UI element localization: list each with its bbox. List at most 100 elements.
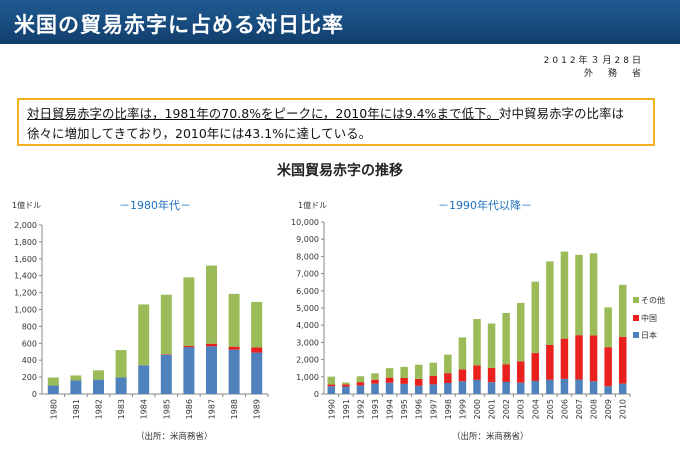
x-tick-label: 1980 [49, 399, 58, 419]
date-line: 2012年３月28日 [543, 56, 644, 66]
bar-segment-その他-1984 [138, 304, 150, 366]
x-tick-label: 2009 [604, 399, 613, 419]
bar-segment-中国-1989 [251, 347, 263, 353]
bar-segment-その他-1995 [400, 366, 408, 379]
bar-segment-日本-2000 [473, 379, 481, 394]
bar-segment-その他-1994 [385, 368, 394, 378]
legend-label: その他 [641, 295, 665, 305]
bar-segment-その他-1982 [93, 370, 104, 380]
bar-segment-中国-2001 [487, 367, 496, 383]
y-tick-label: 5,000 [296, 304, 319, 313]
x-tick-label: 1988 [230, 399, 239, 419]
bar-segment-日本-2009 [604, 386, 612, 394]
bar-segment-中国-1999 [458, 369, 467, 382]
x-tick-label: 2000 [473, 399, 482, 419]
bar-segment-その他-1996 [414, 364, 423, 379]
page-title: 米国の貿易赤字に占める対日比率 [14, 13, 344, 37]
bar-segment-その他-1997 [429, 362, 438, 376]
bar-segment-日本-1994 [385, 382, 394, 394]
bar-segment-中国-1995 [400, 378, 408, 384]
y-tick-label: 8,000 [296, 252, 319, 261]
bar-segment-その他-2001 [487, 323, 496, 368]
y-tick-label: 6,000 [296, 287, 319, 296]
bar-segment-日本-1986 [183, 347, 195, 394]
bar-segment-日本-1991 [342, 386, 350, 394]
x-tick-label: 2010 [619, 399, 628, 419]
bar-segment-中国-1993 [371, 379, 379, 384]
x-tick-label: 1984 [140, 399, 149, 419]
x-tick-label: 1987 [208, 399, 217, 419]
bar-segment-その他-1990 [327, 376, 336, 385]
bar-segment-日本-2007 [575, 379, 583, 394]
x-tick-label: 1992 [356, 399, 365, 419]
bar-segment-その他-1998 [444, 354, 452, 374]
bar-segment-その他-1983 [115, 350, 127, 378]
bar-segment-中国-1988 [228, 346, 240, 350]
x-tick-label: 1991 [342, 399, 351, 419]
date-block: 2012年３月28日 外 務 省 [544, 55, 644, 81]
bar-segment-中国-1991 [342, 384, 350, 387]
bar-segment-中国-1985 [160, 354, 172, 355]
x-tick-label: 1994 [386, 399, 395, 419]
bar-segment-中国-2002 [502, 364, 510, 382]
x-tick-label: 1999 [458, 399, 467, 419]
y-tick-label: 10,000 [291, 218, 319, 227]
bar-segment-中国-1987 [206, 343, 217, 347]
bar-segment-その他-1991 [342, 382, 350, 385]
x-tick-label: 1998 [444, 399, 453, 419]
unit-label: 1億ドル [12, 200, 41, 210]
section-title: 米国貿易赤字の推移 [277, 163, 403, 179]
x-tick-label: 2002 [502, 399, 511, 419]
bar-segment-中国-1986 [183, 345, 195, 348]
bar-segment-日本-2002 [502, 381, 510, 394]
bar-segment-中国-1996 [414, 378, 423, 386]
bar-segment-日本-1993 [371, 383, 379, 394]
bar-segment-日本-1985 [160, 354, 172, 394]
x-tick-label: 2003 [517, 399, 526, 419]
chart-title: －1980年代－ [119, 198, 191, 212]
y-tick-label: 4,000 [296, 321, 319, 330]
legend-swatch-その他 [633, 297, 639, 303]
bar-segment-その他-1993 [371, 373, 379, 380]
y-tick-label: 1,000 [296, 373, 319, 382]
bar-segment-中国-2005 [546, 344, 554, 380]
bar-segment-日本-1981 [70, 380, 82, 394]
bar-segment-日本-1984 [138, 365, 150, 394]
bar-segment-その他-2009 [604, 307, 612, 348]
y-tick-label: 9,000 [296, 235, 319, 244]
bar-segment-その他-2004 [531, 281, 540, 354]
y-tick-label: 400 [22, 356, 37, 365]
y-tick-label: 1,000 [14, 306, 37, 315]
y-tick-label: 2,000 [14, 221, 37, 230]
bar-segment-中国-2003 [516, 361, 525, 383]
bar-segment-日本-1997 [429, 384, 438, 394]
legend-label: 日本 [641, 330, 657, 340]
bar-segment-その他-2002 [502, 312, 510, 365]
bar-segment-中国-2000 [473, 365, 481, 380]
x-tick-label: 1982 [95, 399, 104, 419]
x-tick-label: 1985 [162, 399, 171, 419]
x-tick-label: 1986 [185, 399, 194, 419]
legend-label: 中国 [641, 313, 657, 323]
source-note-right: （出所：米商務省） [452, 432, 529, 442]
x-tick-label: 2007 [575, 399, 584, 419]
bar-segment-中国-2007 [575, 335, 583, 380]
bar-segment-日本-2003 [516, 382, 525, 394]
bar-segment-日本-2008 [589, 381, 598, 394]
y-tick-label: 1,600 [14, 255, 37, 264]
x-tick-label: 2008 [590, 399, 599, 419]
bar-segment-中国-2008 [589, 335, 598, 382]
bar-segment-中国-2009 [604, 347, 612, 387]
bar-segment-中国-2004 [531, 353, 540, 381]
x-tick-label: 2005 [546, 399, 555, 419]
bar-segment-その他-1989 [251, 301, 263, 348]
y-tick-label: 600 [22, 339, 37, 348]
bar-segment-その他-1988 [228, 293, 240, 347]
bar-segment-中国-1994 [385, 377, 394, 383]
bar-segment-中国-2006 [560, 338, 569, 379]
x-tick-label: 1993 [371, 399, 380, 419]
bar-segment-日本-1996 [414, 385, 423, 394]
bar-segment-その他-2008 [589, 253, 598, 336]
unit-label: 1億ドル [298, 200, 327, 210]
bar-segment-その他-1985 [160, 294, 172, 355]
